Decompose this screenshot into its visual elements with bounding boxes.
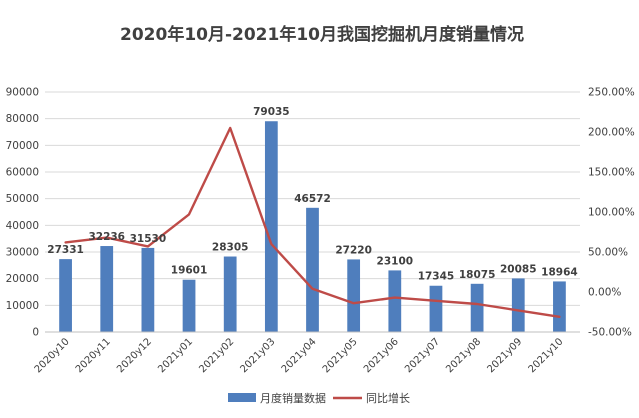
bar-value-label: 32236 xyxy=(88,231,125,243)
y2-tick-label: 0.00% xyxy=(588,287,621,299)
x-tick-label: 2021y02 xyxy=(197,336,236,375)
bar xyxy=(59,259,72,332)
bar xyxy=(264,121,278,333)
y-axis-left: 0 10000 20000 30000 40000 50000 60000 70000 8000… xyxy=(6,87,39,339)
data-labels: 27331 32236 31530 19601 28305 79035 46572 27220… xyxy=(47,106,577,283)
bar-value-label: 18964 xyxy=(541,266,578,278)
bar-value-label: 18075 xyxy=(459,269,496,281)
bar-value-label: 46572 xyxy=(294,193,331,205)
x-tick-label: 2021y08 xyxy=(444,336,483,375)
x-tick-label: 2021y03 xyxy=(239,336,278,375)
bar xyxy=(511,278,525,332)
bar xyxy=(553,281,566,332)
y-tick-label: 50000 xyxy=(6,193,39,205)
bar-value-label: 20085 xyxy=(500,263,537,275)
x-tick-label: 2021y09 xyxy=(485,336,524,375)
y2-tick-label: 150.00% xyxy=(588,167,635,179)
legend-swatch-bar xyxy=(228,393,256,402)
y-tick-label: 80000 xyxy=(6,113,39,125)
y-tick-label: 30000 xyxy=(6,247,39,259)
y-tick-label: 0 xyxy=(32,327,39,339)
bar xyxy=(223,256,237,332)
bar xyxy=(347,259,361,332)
legend: 月度销量数据 同比增长 xyxy=(228,391,410,405)
y-tick-label: 90000 xyxy=(6,87,39,99)
line-series xyxy=(64,126,561,318)
y-tick-label: 60000 xyxy=(6,167,39,179)
x-tick-label: 2020y11 xyxy=(74,336,113,375)
y2-tick-label: 100.00% xyxy=(588,207,635,219)
y-tick-label: 20000 xyxy=(6,273,39,285)
bar xyxy=(182,279,196,332)
x-tick-label: 2021y07 xyxy=(403,336,442,375)
bar-value-label: 23100 xyxy=(377,255,414,267)
chart-title: 2020年10月-2021年10月我国挖掘机月度销量情况 xyxy=(120,24,524,45)
legend-label-bar: 月度销量数据 xyxy=(260,391,326,405)
x-tick-label: 2021y10 xyxy=(527,336,566,375)
y2-tick-label: 250.00% xyxy=(588,87,635,99)
y2-tick-label: -50.00% xyxy=(588,327,632,339)
bar xyxy=(100,246,114,332)
bar-value-label: 17345 xyxy=(418,271,455,283)
x-tick-label: 2021y01 xyxy=(156,336,195,375)
bar xyxy=(141,247,155,332)
y-axis-right: -50.00% 0.00% 50.00% 100.00% 150.00% 200.00% 2… xyxy=(588,87,635,339)
bar-value-label: 79035 xyxy=(253,106,290,118)
bar-series xyxy=(59,121,566,333)
y-tick-label: 10000 xyxy=(6,300,39,312)
bar xyxy=(306,207,319,332)
x-tick-label: 2021y05 xyxy=(321,336,360,375)
y2-tick-label: 50.00% xyxy=(588,247,628,259)
bar-value-label: 28305 xyxy=(212,242,249,254)
bar xyxy=(388,270,402,332)
y-tick-label: 70000 xyxy=(6,140,39,152)
x-tick-label: 2020y10 xyxy=(33,336,72,375)
x-tick-label: 2021y06 xyxy=(362,336,401,375)
legend-label-line: 同比增长 xyxy=(366,391,410,405)
bar-value-label: 27220 xyxy=(335,244,372,256)
bar xyxy=(429,285,443,332)
x-axis: 2020y10 2020y11 2020y12 2021y01 2021y02 2021y… xyxy=(33,331,580,375)
bar-value-label: 27331 xyxy=(47,244,84,256)
bar-value-label: 19601 xyxy=(171,265,208,277)
y2-tick-label: 200.00% xyxy=(588,127,635,139)
bar xyxy=(470,283,484,332)
y-tick-label: 40000 xyxy=(6,220,39,232)
x-tick-label: 2021y04 xyxy=(280,336,319,375)
x-tick-label: 2020y12 xyxy=(115,336,154,375)
bar-value-label: 31530 xyxy=(130,233,167,245)
